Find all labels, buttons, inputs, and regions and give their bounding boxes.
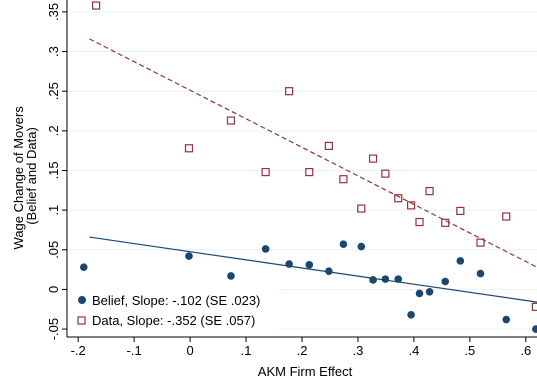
x-axis-title: AKM Firm Effect xyxy=(258,364,353,379)
point-series-0-7 xyxy=(340,240,348,248)
legend: Belief, Slope: -.102 (SE .023) Data, Slo… xyxy=(68,287,278,331)
point-series-0-6 xyxy=(325,267,333,275)
y-tick-label: .3 xyxy=(46,46,61,57)
point-series-0-5 xyxy=(305,261,313,269)
point-series-0-3 xyxy=(262,245,270,253)
point-series-0-15 xyxy=(441,278,449,286)
x-tick-label: .3 xyxy=(353,343,364,358)
point-series-0-9 xyxy=(369,276,377,284)
y-tick-label: .2 xyxy=(46,125,61,136)
y-axis-title-line-2: (Belief and Data) xyxy=(24,127,39,225)
x-tick-label: .4 xyxy=(408,343,419,358)
point-series-0-2 xyxy=(227,272,235,280)
legend-marker-belief xyxy=(78,296,86,304)
point-series-0-14 xyxy=(426,288,434,296)
x-tick-label: 0 xyxy=(186,343,193,358)
point-series-0-0 xyxy=(80,263,88,271)
point-series-0-8 xyxy=(358,243,366,251)
x-tick-label: -.2 xyxy=(71,343,86,358)
x-tick-label: -.1 xyxy=(127,343,142,358)
point-series-0-16 xyxy=(457,257,465,265)
point-series-0-17 xyxy=(477,270,485,278)
y-tick-label: .25 xyxy=(46,82,61,100)
legend-label-belief: Belief, Slope: -.102 (SE .023) xyxy=(92,293,260,308)
y-tick-label: .1 xyxy=(46,205,61,216)
y-tick-label: .05 xyxy=(46,241,61,259)
point-series-0-18 xyxy=(502,316,510,324)
x-tick-label: .5 xyxy=(464,343,475,358)
point-series-0-1 xyxy=(185,252,193,260)
y-tick-label: 0 xyxy=(46,286,61,293)
y-tick-label: .35 xyxy=(46,3,61,21)
point-series-0-4 xyxy=(285,260,293,268)
x-tick-label: .6 xyxy=(520,343,531,358)
point-series-0-13 xyxy=(416,290,424,298)
x-tick-label: .1 xyxy=(241,343,252,358)
point-series-0-10 xyxy=(382,275,390,283)
legend-label-data: Data, Slope: -.352 (SE .057) xyxy=(92,313,255,328)
point-series-0-11 xyxy=(394,275,402,283)
point-series-0-12 xyxy=(407,311,415,319)
y-tick-label: -.05 xyxy=(46,318,61,340)
x-tick-label: .2 xyxy=(297,343,308,358)
y-tick-label: .15 xyxy=(46,161,61,179)
